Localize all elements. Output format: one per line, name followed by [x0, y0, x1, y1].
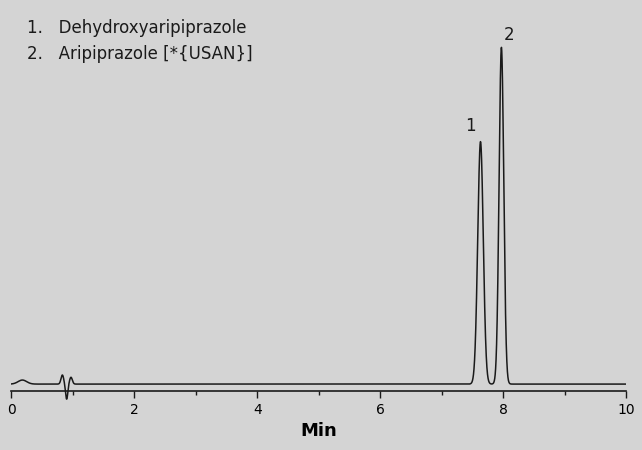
Text: 1: 1 — [465, 117, 475, 135]
Text: 2: 2 — [504, 26, 515, 44]
Text: 1.   Dehydroxyaripiprazole
2.   Aripiprazole [*{USAN}]: 1. Dehydroxyaripiprazole 2. Aripiprazole… — [27, 19, 252, 63]
X-axis label: Min: Min — [300, 422, 337, 440]
